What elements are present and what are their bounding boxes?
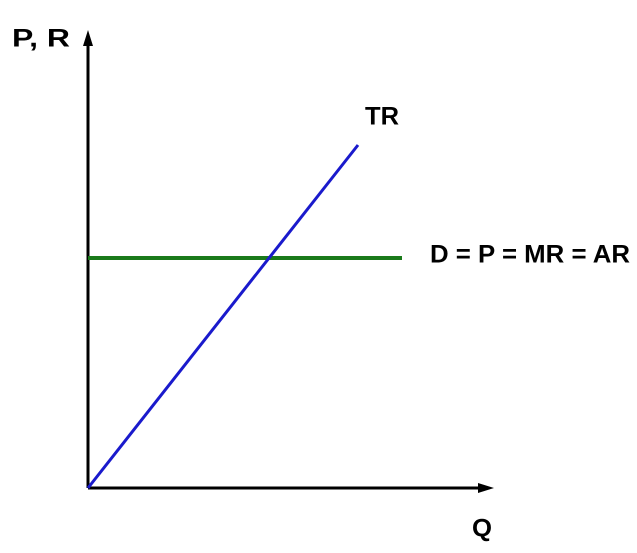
demand-label: D = P = MR = AR	[430, 241, 630, 269]
y-axis-label: P, R	[12, 25, 70, 53]
tr-line	[86, 144, 360, 489]
x-axis-label: Q	[472, 515, 492, 543]
y-axis-arrow	[83, 30, 93, 46]
x-axis-arrow	[478, 483, 494, 493]
tr-label: TR	[365, 103, 399, 131]
